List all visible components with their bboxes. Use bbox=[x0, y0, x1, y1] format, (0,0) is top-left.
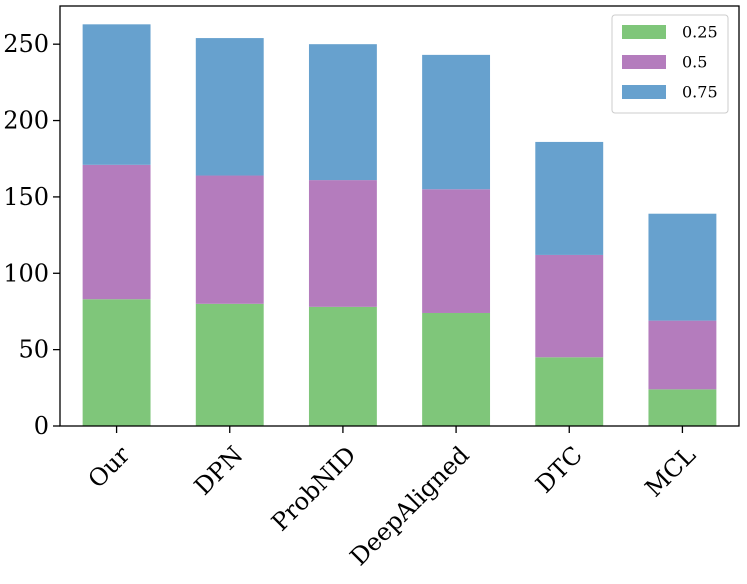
x-tick-label-our: Our bbox=[83, 441, 136, 494]
bar-mcl-series-0 bbox=[648, 389, 717, 426]
y-tick-label-50: 50 bbox=[18, 336, 49, 364]
legend-label-0: 0.25 bbox=[682, 23, 718, 42]
bar-dtc-series-1 bbox=[535, 254, 604, 358]
bar-deepaligned-series-1 bbox=[422, 189, 491, 313]
plot-frame bbox=[59, 5, 740, 427]
legend-swatch-0 bbox=[622, 25, 666, 39]
bar-mcl-series-1 bbox=[648, 320, 717, 390]
legend-label-2: 0.75 bbox=[682, 83, 718, 102]
y-tick-label-100: 100 bbox=[3, 259, 49, 287]
bar-mcl-series-2 bbox=[648, 213, 717, 321]
x-tick-label-dpn: DPN bbox=[189, 441, 249, 501]
bar-dpn-series-2 bbox=[195, 38, 264, 176]
bar-dpn-series-0 bbox=[195, 303, 264, 426]
legend-label-1: 0.5 bbox=[682, 53, 707, 72]
x-tick-label-probnid: ProbNID bbox=[266, 441, 362, 537]
bar-dpn-series-1 bbox=[195, 175, 264, 304]
x-tick-label-mcl: MCL bbox=[640, 441, 701, 502]
bar-probnid-series-2 bbox=[308, 44, 377, 181]
x-tick-label-dtc: DTC bbox=[530, 441, 588, 499]
legend: 0.25 0.5 0.75 bbox=[611, 14, 729, 114]
bar-our-series-0 bbox=[82, 299, 151, 426]
bar-probnid-series-0 bbox=[308, 306, 377, 426]
bar-dtc-series-0 bbox=[535, 357, 604, 426]
y-tick-label-250: 250 bbox=[3, 30, 49, 58]
y-tick-label-200: 200 bbox=[3, 107, 49, 135]
bar-probnid-series-1 bbox=[308, 180, 377, 307]
x-tick-label-deepaligned: DeepAligned bbox=[345, 441, 475, 571]
bar-our-series-2 bbox=[82, 24, 151, 165]
bar-deepaligned-series-0 bbox=[422, 312, 491, 426]
bars-group bbox=[82, 24, 717, 426]
legend-swatch-1 bbox=[622, 55, 666, 69]
bar-our-series-1 bbox=[82, 164, 151, 300]
bar-deepaligned-series-2 bbox=[422, 54, 491, 190]
y-tick-label-0: 0 bbox=[34, 412, 49, 440]
bar-dtc-series-2 bbox=[535, 141, 604, 255]
y-tick-label-150: 150 bbox=[3, 183, 49, 211]
legend-swatch-2 bbox=[622, 85, 666, 99]
